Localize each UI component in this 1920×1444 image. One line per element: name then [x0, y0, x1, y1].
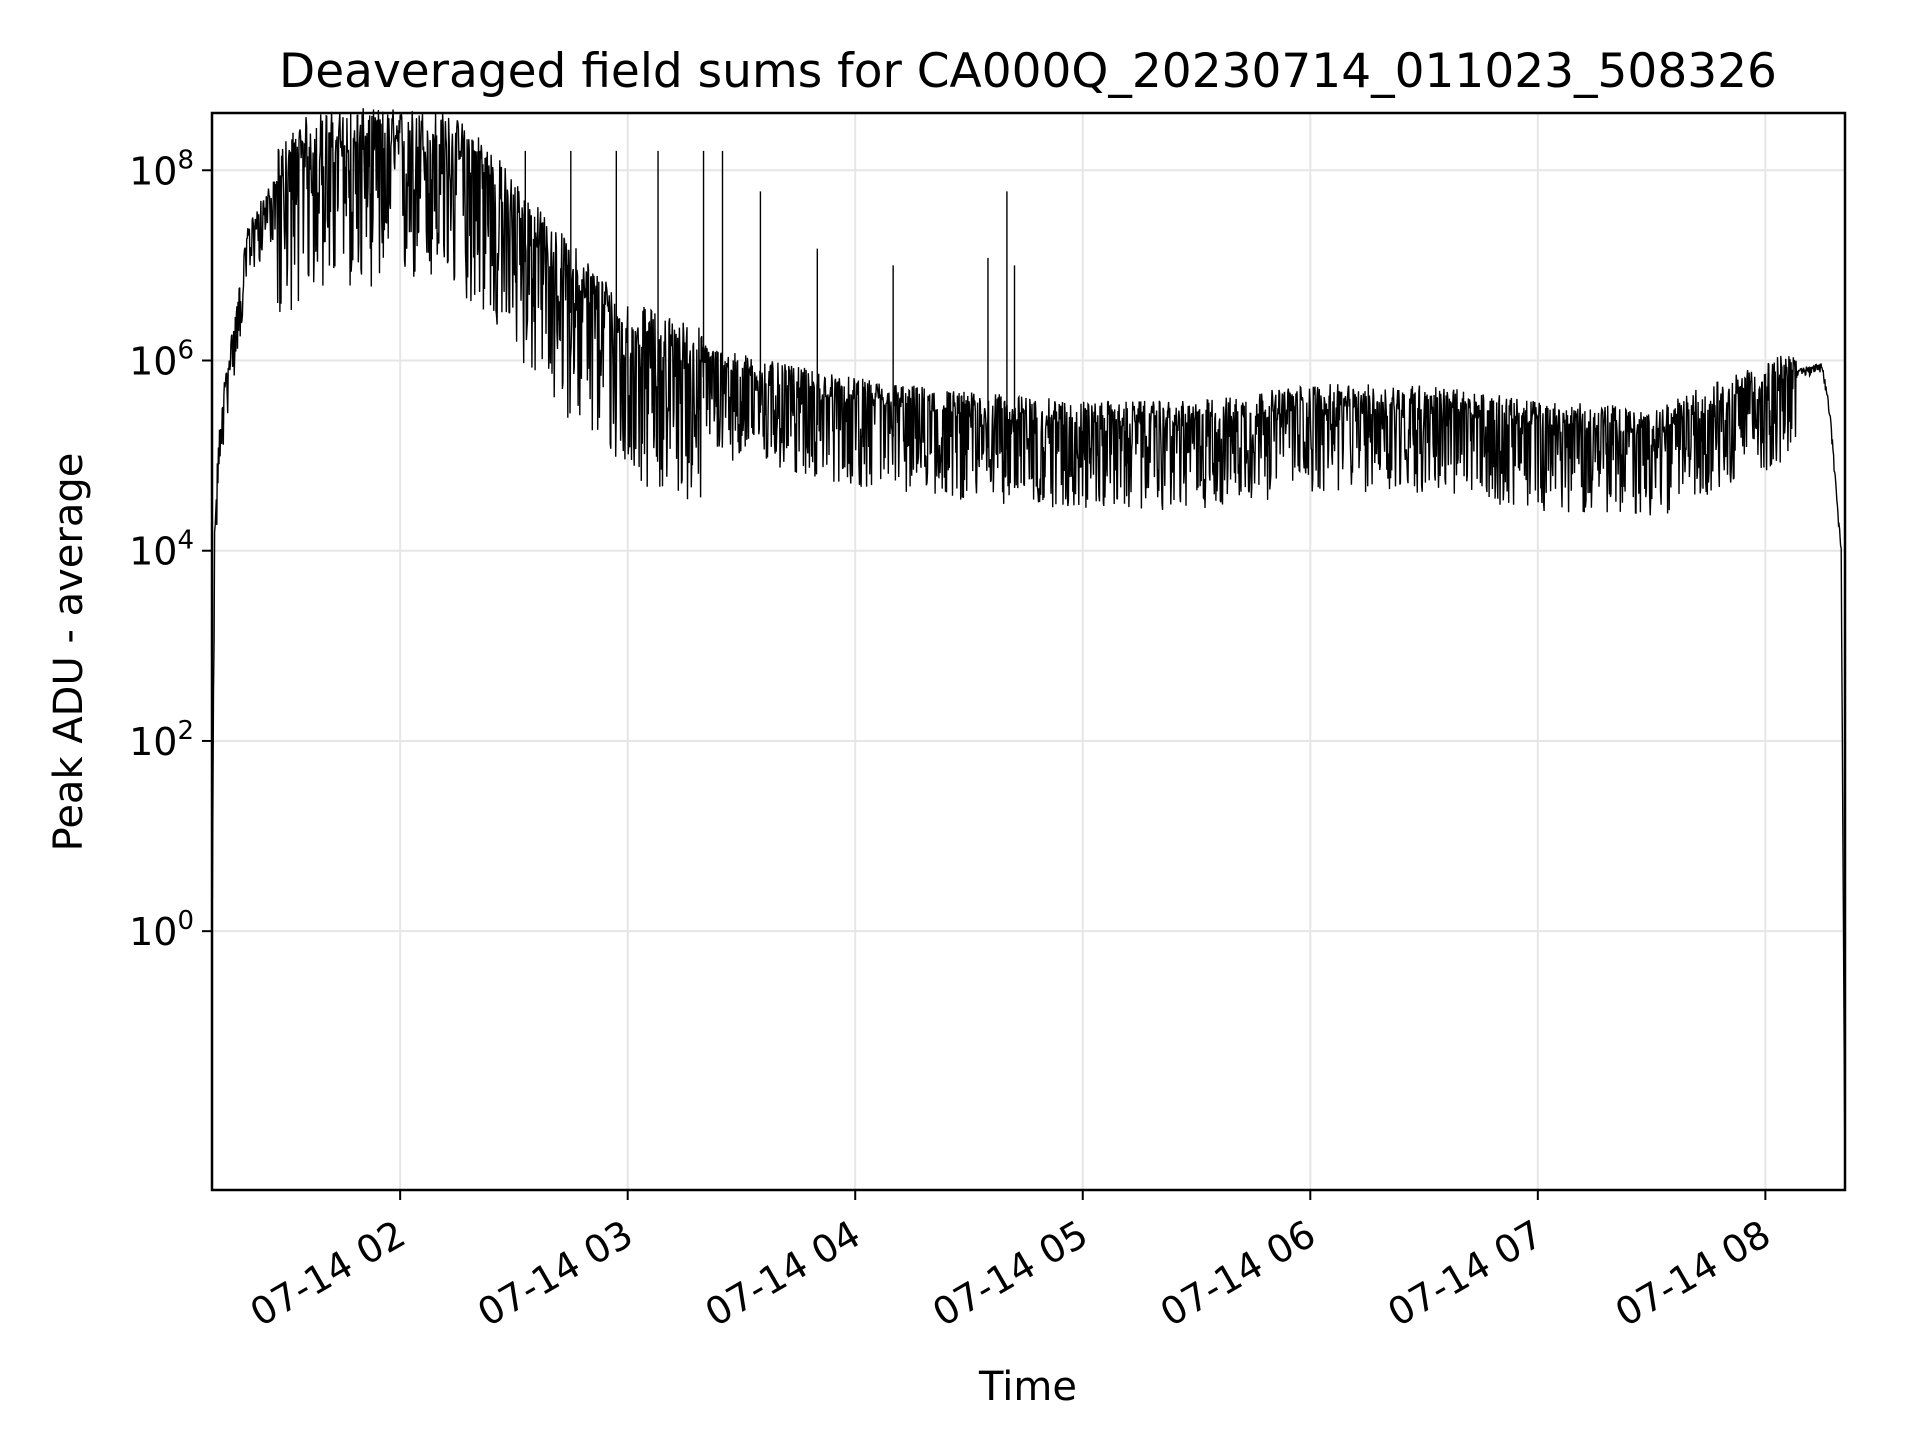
x-axis-label: Time — [978, 1364, 1077, 1410]
y-tick-label: 104 — [129, 526, 194, 574]
y-tick-label: 106 — [129, 335, 194, 383]
y-tick-label: 100 — [129, 906, 194, 954]
y-axis-label: Peak ADU - average — [46, 453, 92, 852]
y-tick-label: 108 — [129, 145, 194, 193]
y-axis: 100 102 104 106 108 — [129, 145, 212, 954]
grid — [212, 113, 1845, 1190]
plot-frame — [210, 111, 1847, 1192]
series-line — [211, 108, 1846, 1188]
y-tick-label: 102 — [129, 716, 194, 764]
series-layer — [211, 108, 1846, 1188]
chart-title: Deaveraged field sums for CA000Q_2023071… — [279, 44, 1777, 99]
